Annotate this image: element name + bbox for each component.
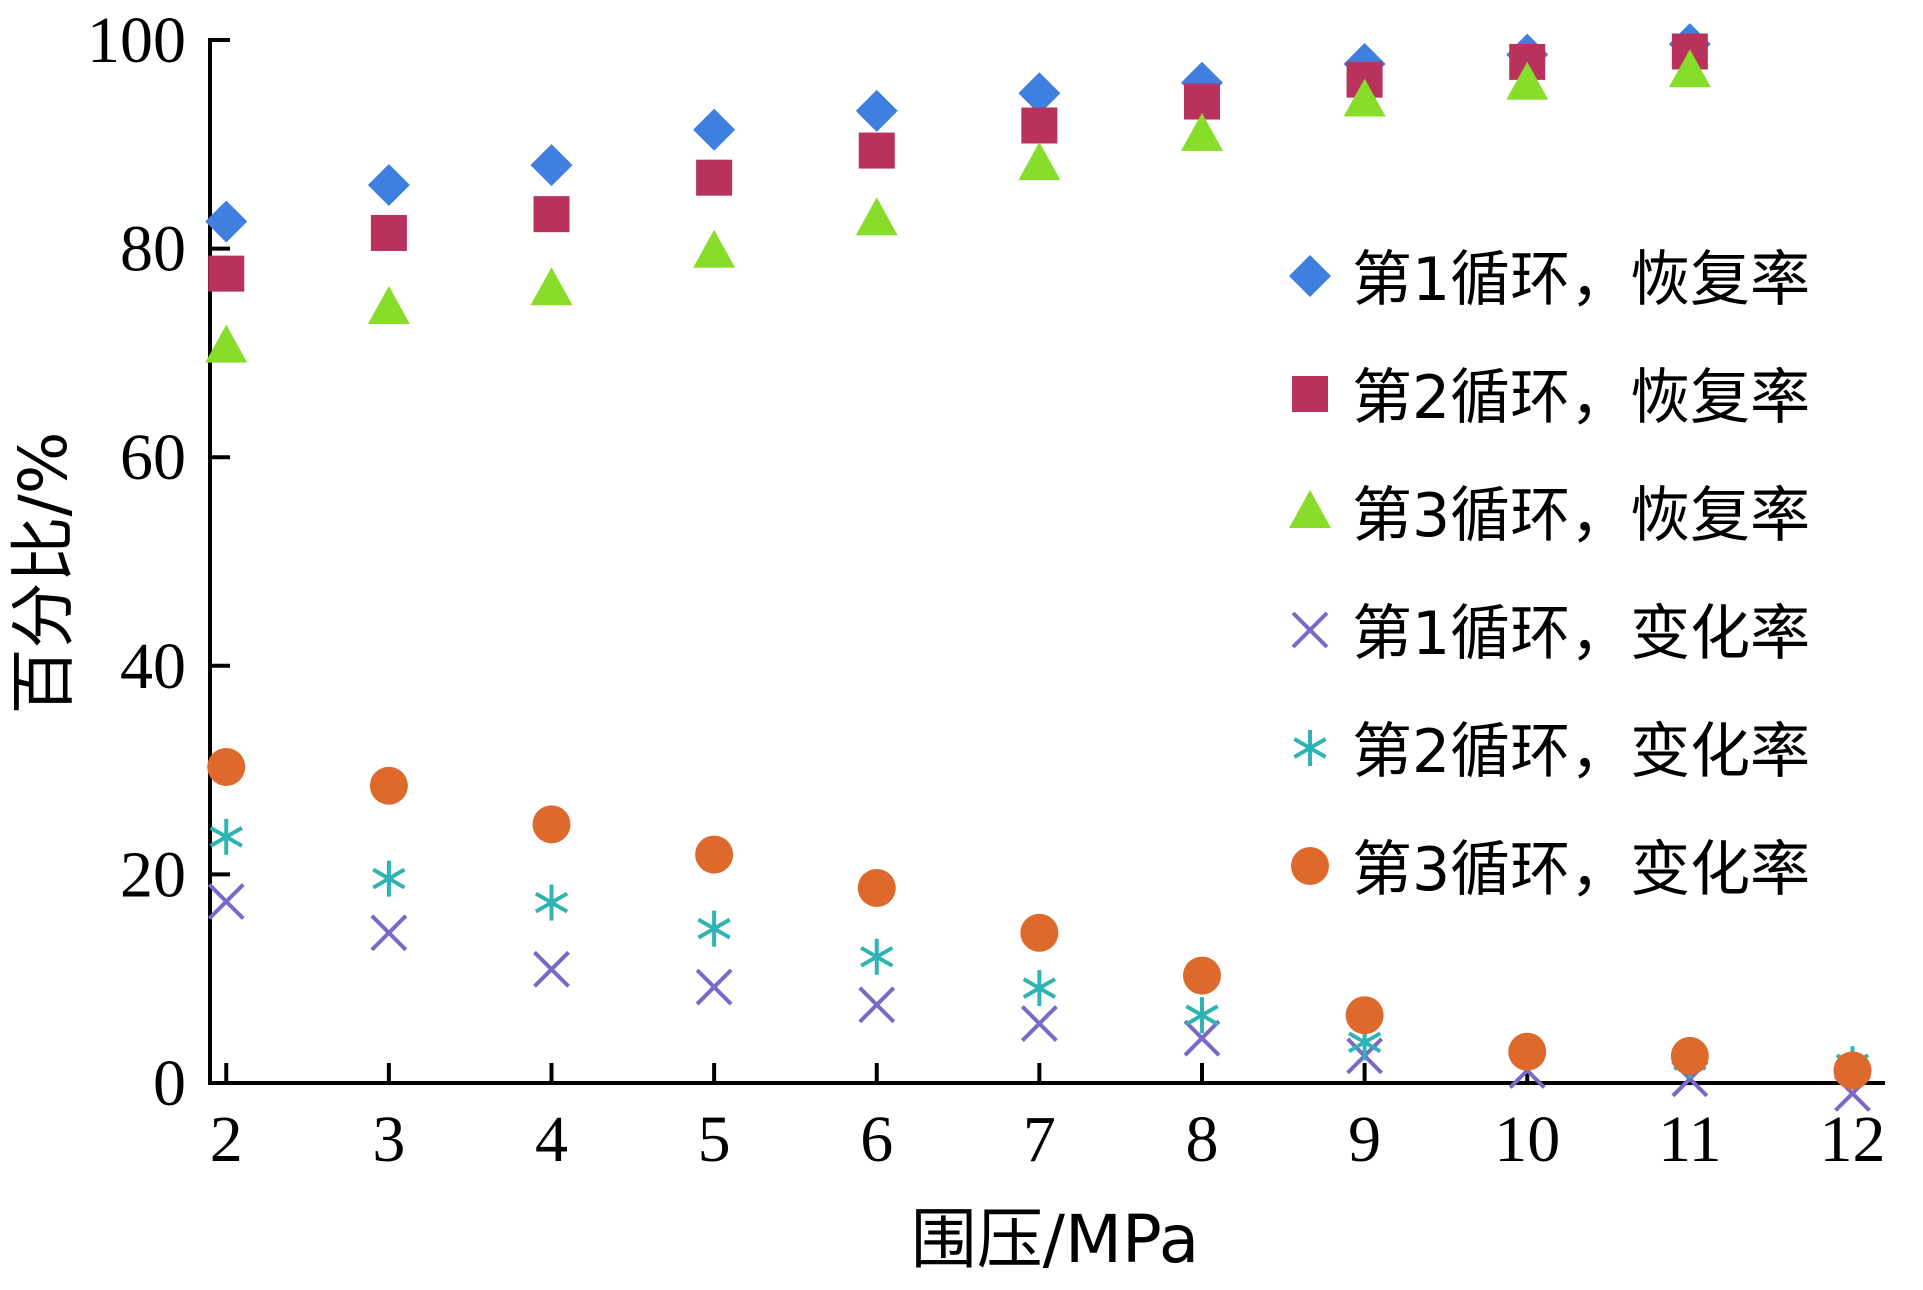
data-point — [1343, 78, 1386, 117]
legend-label: 第3循环，变化率 — [1352, 835, 1810, 905]
plot-area — [205, 23, 1872, 1112]
data-point — [367, 286, 410, 325]
data-point — [1021, 107, 1058, 144]
data-point — [855, 89, 898, 132]
x-tick-label: 12 — [1819, 1103, 1885, 1176]
data-point — [1018, 72, 1061, 115]
data-point — [367, 163, 410, 206]
data-point — [533, 196, 570, 233]
axes: 0 20 40 60 80 100 2 3 4 5 6 7 8 9 10 11 12 — [87, 4, 1885, 1176]
data-point — [860, 938, 894, 975]
data-point — [1020, 913, 1059, 952]
data-point — [693, 108, 736, 151]
legend-marker — [1291, 847, 1329, 885]
data-point — [858, 132, 895, 169]
data-point — [207, 883, 245, 920]
data-point — [530, 144, 573, 187]
series-2 — [208, 33, 1708, 292]
data-point — [857, 868, 896, 907]
legend-label: 第2循环，变化率 — [1352, 717, 1810, 787]
x-tick-label: 6 — [860, 1103, 893, 1176]
data-point — [1668, 49, 1711, 88]
x-tick-label: 3 — [372, 1103, 405, 1176]
y-tick-label: 80 — [120, 213, 186, 286]
y-tick-label: 100 — [87, 4, 186, 77]
y-tick-label: 0 — [153, 1047, 186, 1120]
x-tick-label: 10 — [1494, 1103, 1560, 1176]
data-point — [370, 214, 407, 251]
x-tick-label: 4 — [535, 1103, 568, 1176]
y-axis-title: 百分比/% — [5, 432, 82, 715]
data-point — [1670, 1036, 1709, 1075]
legend-item: 第1循环，恢复率 — [1289, 245, 1810, 315]
data-point — [695, 968, 733, 1006]
data-point — [1182, 956, 1221, 995]
data-point — [696, 159, 733, 196]
data-point — [205, 324, 248, 363]
data-point — [1022, 970, 1057, 1007]
legend-marker — [1293, 730, 1327, 766]
data-point — [209, 818, 243, 855]
data-point — [1183, 1019, 1221, 1057]
legend-item: 第3循环，恢复率 — [1289, 481, 1810, 551]
data-point — [208, 255, 245, 292]
y-tick-label: 40 — [120, 630, 186, 703]
x-tick-label: 11 — [1658, 1103, 1722, 1176]
x-tick-label: 8 — [1185, 1103, 1218, 1176]
data-point — [697, 910, 731, 947]
data-point — [207, 747, 246, 786]
data-point — [1345, 996, 1384, 1035]
data-point — [369, 766, 408, 805]
data-point — [1018, 142, 1061, 181]
data-point — [858, 986, 896, 1024]
x-tick-label: 2 — [210, 1103, 243, 1176]
legend: 第1循环，恢复率第2循环，恢复率第3循环，恢复率第1循环，变化率第2循环，变化率… — [1289, 245, 1810, 905]
data-point — [693, 229, 736, 268]
legend-label: 第2循环，恢复率 — [1352, 363, 1810, 433]
legend-label: 第3循环，恢复率 — [1352, 481, 1810, 551]
x-tick-label: 5 — [698, 1103, 731, 1176]
data-point — [372, 860, 406, 897]
x-tick-label: 9 — [1348, 1103, 1381, 1176]
data-point — [533, 950, 570, 988]
legend-marker — [1289, 255, 1331, 297]
legend-item: 第2循环，变化率 — [1293, 717, 1810, 787]
data-point — [370, 914, 408, 952]
data-point — [695, 835, 734, 874]
series-6 — [207, 747, 1872, 1090]
legend-marker — [1289, 490, 1331, 528]
data-point — [530, 267, 573, 306]
data-point — [1185, 997, 1219, 1034]
data-point — [205, 200, 248, 243]
data-point — [534, 884, 569, 921]
legend-label: 第1循环，恢复率 — [1352, 245, 1810, 315]
series-1 — [205, 23, 1711, 243]
x-tick-label: 7 — [1023, 1103, 1056, 1176]
legend-item: 第1循环，变化率 — [1291, 599, 1810, 669]
y-tick-label: 60 — [120, 421, 186, 494]
data-point — [1020, 1005, 1058, 1042]
legend-marker — [1291, 611, 1329, 649]
data-point — [1180, 112, 1223, 151]
legend-marker — [1292, 376, 1328, 412]
legend-item: 第2循环，恢复率 — [1292, 363, 1810, 433]
x-axis-title: 围压/MPa — [911, 1201, 1199, 1278]
data-point — [532, 805, 571, 844]
data-point — [1508, 1032, 1547, 1071]
data-point — [855, 197, 898, 236]
legend-label: 第1循环，变化率 — [1352, 599, 1810, 669]
series-3 — [205, 49, 1711, 363]
legend-item: 第3循环，变化率 — [1291, 835, 1810, 905]
y-tick-label: 20 — [120, 838, 186, 911]
data-point — [1506, 61, 1549, 100]
data-point — [1833, 1051, 1872, 1090]
